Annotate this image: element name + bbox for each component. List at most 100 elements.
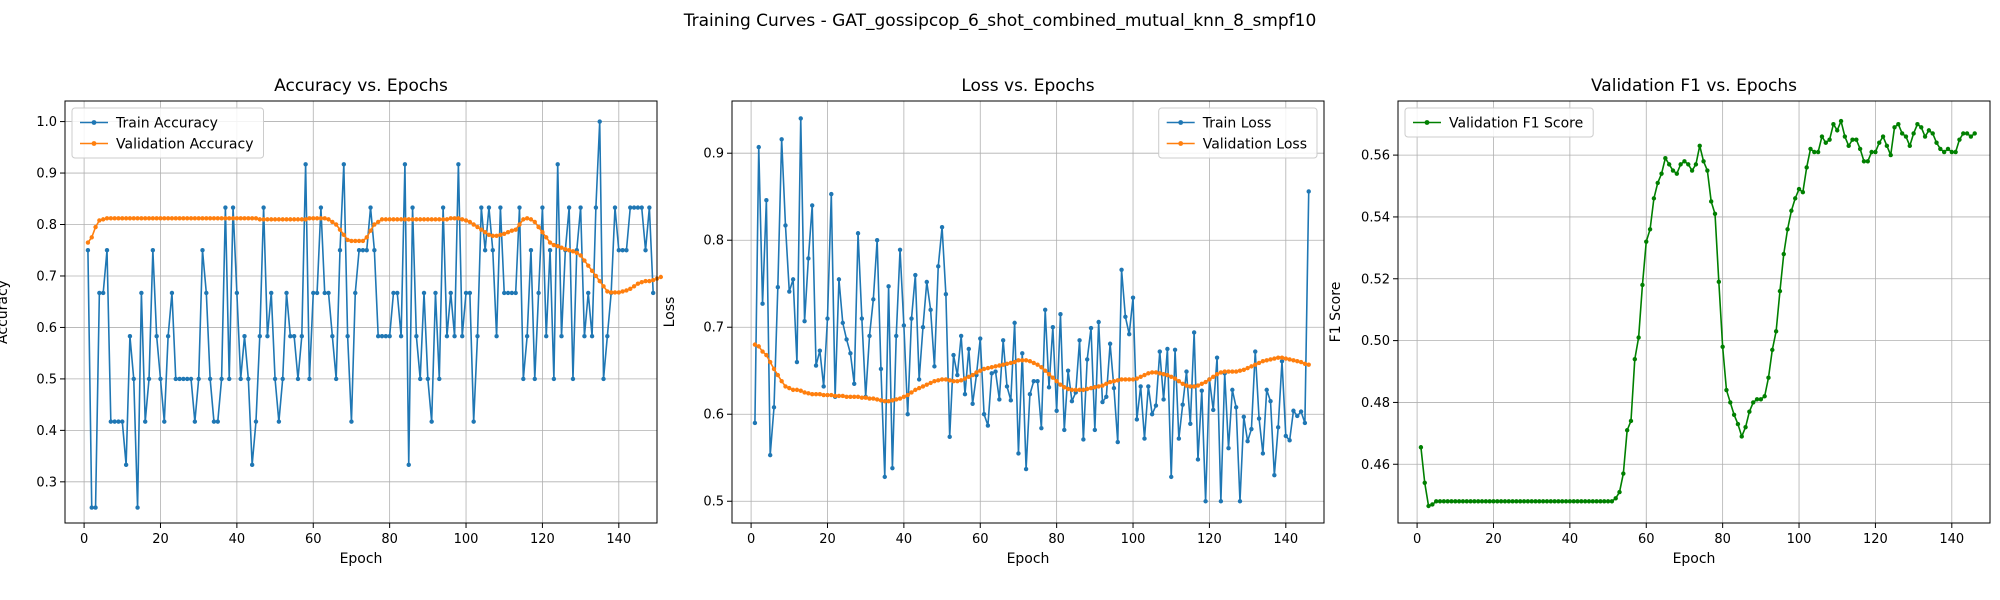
loss-series-0-point xyxy=(1092,427,1098,433)
loss-series-1-point xyxy=(947,378,952,383)
accuracy-series-0-point xyxy=(566,205,572,210)
accuracy-series-0-point xyxy=(437,376,442,382)
accuracy-series-1-point xyxy=(437,217,442,222)
accuracy-series-0-point xyxy=(269,290,274,296)
accuracy-series-1-point xyxy=(486,232,492,237)
loss-series-0-point xyxy=(1153,403,1159,408)
loss-series-0-point xyxy=(1230,387,1235,393)
f1-series-0-point xyxy=(1934,140,1939,145)
f1-series-0-point xyxy=(1510,499,1515,504)
f1-title: Validation F1 vs. Epochs xyxy=(1591,76,1797,96)
loss-series-1-point xyxy=(1253,362,1258,367)
loss-series-0-point xyxy=(978,336,983,341)
loss-series-0-point xyxy=(955,372,960,378)
loss-series-1-point xyxy=(966,374,971,380)
loss-series-0-point xyxy=(1211,407,1216,413)
accuracy-series-0-point xyxy=(509,290,515,296)
accuracy-series-0-point xyxy=(589,333,595,339)
loss-series-1-point xyxy=(1023,358,1029,363)
loss-series-1-point xyxy=(771,366,777,372)
loss-series-1-point xyxy=(1081,387,1086,393)
accuracy-series-0-point xyxy=(150,248,156,253)
f1-series-0-point xyxy=(1827,137,1832,142)
loss-series-0-point xyxy=(1085,357,1090,362)
loss-series-0-point xyxy=(951,352,956,358)
f1-y-tick-label: 0.52 xyxy=(1361,272,1390,287)
loss-series-1-point xyxy=(1104,381,1109,386)
f1-series-0-point xyxy=(1433,499,1439,504)
f1-y-tick-label: 0.50 xyxy=(1361,334,1390,349)
loss-series-1-point xyxy=(787,385,792,391)
f1-series-0-point xyxy=(1728,400,1733,405)
loss-series-1-point xyxy=(932,378,937,384)
loss-series-0-point xyxy=(1291,408,1296,413)
accuracy-series-1-point xyxy=(593,273,599,279)
loss-series-1-point xyxy=(1130,377,1136,382)
loss-series-0-point xyxy=(878,366,884,372)
accuracy-x-tick-label: 0 xyxy=(80,532,88,547)
loss-x-axis-label: Epoch xyxy=(1007,551,1050,567)
loss-series-0-point xyxy=(1077,338,1082,343)
loss-series-0-point xyxy=(966,346,971,352)
accuracy-series-0-point xyxy=(139,290,144,296)
loss-series-1-point xyxy=(794,387,800,393)
accuracy-legend-marker xyxy=(91,141,97,146)
loss-series-0-point xyxy=(947,434,952,440)
loss-series-0-point xyxy=(810,203,815,208)
f1-x-axis-label: Epoch xyxy=(1673,551,1716,567)
f1-series-0-point xyxy=(1903,134,1909,139)
accuracy-series-1-point xyxy=(127,216,133,221)
loss-x-tick-label: 40 xyxy=(896,532,913,547)
accuracy-series-0-point xyxy=(123,462,129,468)
accuracy-series-0-point xyxy=(643,248,648,253)
accuracy-series-0-point xyxy=(204,290,209,296)
accuracy-series-1-point xyxy=(456,216,461,221)
f1-series-0-point xyxy=(1521,499,1527,504)
loss-series-1-point xyxy=(943,377,949,382)
loss-series-1-point xyxy=(1157,371,1162,376)
f1-series-0-point xyxy=(1666,162,1672,167)
accuracy-series-1-point xyxy=(200,216,205,221)
accuracy-series-1-point xyxy=(299,217,304,222)
f1-legend-marker xyxy=(1424,120,1430,125)
loss-series-1-point xyxy=(1042,368,1048,373)
accuracy-series-0-point xyxy=(234,290,240,296)
loss-series-0-point xyxy=(1031,378,1036,384)
accuracy-series-1-point xyxy=(112,216,117,221)
accuracy-series-1-point xyxy=(540,230,545,235)
accuracy-series-1-point xyxy=(425,217,431,222)
loss-series-1-point xyxy=(1165,372,1170,378)
f1-series-0-point xyxy=(1556,499,1561,504)
f1-series-0-point xyxy=(1884,143,1890,149)
accuracy-plot-area xyxy=(65,101,657,523)
loss-series-1-point xyxy=(1176,378,1182,384)
f1-series-0-point xyxy=(1689,168,1695,173)
loss-series-1-point xyxy=(894,397,899,402)
accuracy-series-1-point xyxy=(93,224,98,230)
accuracy-series-0-point xyxy=(169,290,175,296)
accuracy-series-0-point xyxy=(593,205,599,210)
accuracy-series-0-point xyxy=(143,419,148,424)
loss-series-0-point xyxy=(1046,385,1052,390)
accuracy-series-0-point xyxy=(471,419,476,424)
f1-series-0-point xyxy=(1857,146,1863,152)
loss-x-tick-label: 60 xyxy=(972,532,989,547)
f1-series-0-point xyxy=(1815,149,1821,155)
accuracy-series-1-point xyxy=(89,235,94,240)
loss-series-0-point xyxy=(787,289,792,294)
f1-legend-label: Validation F1 Score xyxy=(1449,116,1583,132)
loss-series-0-point xyxy=(1272,472,1277,478)
accuracy-series-1-point xyxy=(490,233,495,239)
accuracy-series-0-point xyxy=(482,248,488,253)
loss-series-1-point xyxy=(813,392,819,397)
loss-series-0-point xyxy=(993,369,998,374)
accuracy-series-1-point xyxy=(624,288,629,293)
accuracy-series-1-point xyxy=(104,216,110,221)
accuracy-series-0-point xyxy=(242,333,247,339)
f1-series-0-point xyxy=(1964,131,1970,136)
f1-series-0-point xyxy=(1747,409,1752,414)
loss-series-0-point xyxy=(1088,325,1094,331)
accuracy-series-0-point xyxy=(146,376,152,382)
f1-series-0-point xyxy=(1896,121,1901,127)
loss-series-0-point xyxy=(844,337,849,342)
